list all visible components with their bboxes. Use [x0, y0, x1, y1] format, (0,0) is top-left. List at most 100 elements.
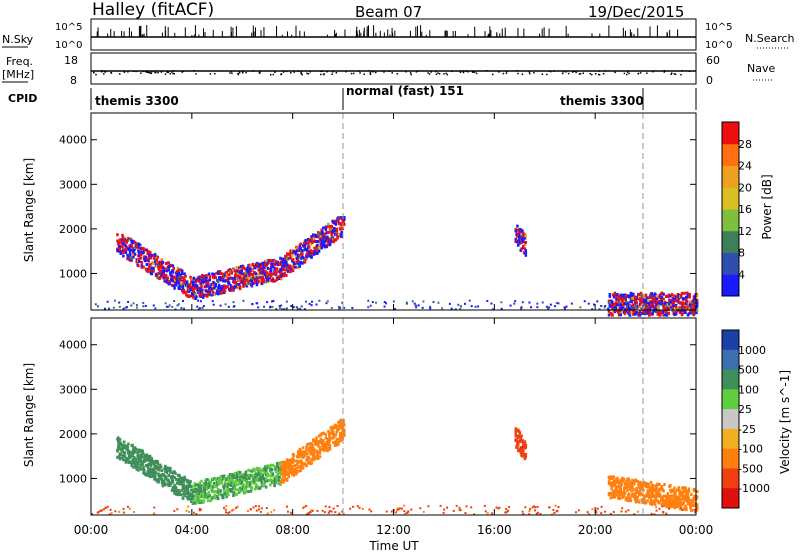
echo-cell	[274, 479, 277, 483]
echo-cell	[217, 280, 220, 284]
echo-cell	[122, 458, 125, 462]
echo-cell	[261, 473, 265, 477]
echo-cell	[161, 481, 165, 485]
echo-cell	[233, 491, 236, 495]
ground-scatter-cell	[545, 305, 548, 308]
echo-cell	[239, 265, 243, 269]
ground-scatter-cell	[672, 304, 675, 307]
echo-cell	[622, 479, 625, 483]
echo-cell	[268, 478, 271, 482]
echo-cell	[212, 490, 215, 494]
echo-cell	[680, 309, 683, 313]
echo-cell	[129, 460, 133, 464]
echo-cell	[231, 285, 234, 289]
echo-cell	[166, 482, 170, 486]
echo-cell	[167, 484, 170, 488]
ground-scatter-cell	[681, 509, 684, 512]
echo-cell	[264, 275, 268, 279]
echo-cell	[673, 486, 676, 490]
echo-cell	[188, 482, 191, 486]
echo-cell	[622, 494, 626, 498]
echo-cell	[521, 229, 524, 233]
echo-cell	[276, 465, 280, 469]
echo-cell	[225, 495, 228, 499]
echo-cell	[241, 280, 244, 284]
echo-cell	[328, 447, 332, 451]
echo-cell	[524, 445, 528, 449]
echo-cell	[670, 500, 674, 504]
echo-cell	[676, 504, 680, 508]
echo-cell	[662, 489, 665, 493]
echo-cell	[149, 256, 153, 260]
echo-cell	[313, 239, 317, 243]
echo-cell	[177, 271, 181, 275]
echo-cell	[643, 481, 647, 485]
freq-dot	[446, 73, 449, 76]
echo-cell	[148, 472, 151, 476]
colorbar-swatch	[722, 143, 739, 166]
echo-cell	[165, 269, 169, 273]
echo-cell	[650, 500, 654, 504]
ground-scatter-cell	[529, 507, 532, 510]
echo-cell	[234, 274, 238, 278]
echo-cell	[317, 456, 320, 460]
ground-scatter-cell	[144, 304, 147, 307]
ground-scatter-cell	[246, 510, 249, 513]
freq-dot	[146, 71, 149, 73]
echo-cell	[338, 232, 341, 236]
echo-cell	[224, 278, 228, 282]
echo-cell	[324, 436, 328, 440]
echo-cell	[132, 457, 135, 461]
echo-cell	[233, 472, 237, 476]
echo-cell	[125, 240, 128, 244]
echo-cell	[622, 486, 626, 490]
echo-cell	[118, 437, 122, 441]
echo-cell	[320, 238, 323, 242]
echo-cell	[315, 240, 318, 244]
echo-cell	[204, 294, 207, 298]
colorbar-swatch	[722, 252, 739, 275]
echo-cell	[648, 493, 652, 497]
echo-cell	[201, 494, 205, 498]
echo-cell	[680, 313, 684, 317]
echo-cell	[147, 259, 150, 263]
echo-cell	[296, 469, 299, 473]
echo-cell	[250, 469, 254, 473]
echo-cell	[292, 459, 296, 463]
freq-dot	[427, 72, 429, 74]
echo-cell	[160, 258, 164, 262]
echo-cell	[162, 272, 165, 276]
echo-cell	[162, 479, 165, 483]
echo-cell	[184, 274, 187, 278]
echo-cell	[663, 307, 666, 311]
ground-scatter-cell	[127, 505, 130, 508]
echo-cell	[620, 305, 623, 309]
echo-cell	[206, 492, 209, 496]
echo-cell	[328, 438, 332, 442]
echo-cell	[125, 246, 128, 250]
echo-cell	[119, 441, 123, 445]
echo-cell	[280, 478, 284, 482]
ground-scatter-cell	[177, 303, 180, 306]
echo-cell	[520, 446, 523, 450]
echo-cell	[260, 480, 264, 484]
ground-scatter-cell	[334, 511, 337, 514]
echo-cell	[612, 475, 616, 479]
ground-scatter-cell	[308, 302, 311, 305]
echo-cell	[338, 222, 342, 226]
echo-cell	[680, 291, 684, 295]
echo-cell	[652, 484, 655, 488]
echo-cell	[245, 476, 249, 480]
ground-scatter-cell	[600, 305, 603, 308]
colorbar-tick-label: 24	[738, 160, 752, 173]
freq-dot	[293, 71, 296, 73]
echo-cell	[666, 492, 670, 496]
echo-cell	[137, 468, 140, 472]
echo-cell	[290, 464, 294, 468]
echo-cell	[271, 277, 275, 281]
echo-cell	[228, 488, 232, 492]
ground-scatter-cell	[232, 301, 235, 304]
echo-cell	[139, 256, 143, 260]
ground-scatter-cell	[259, 510, 262, 513]
echo-cell	[280, 263, 284, 267]
